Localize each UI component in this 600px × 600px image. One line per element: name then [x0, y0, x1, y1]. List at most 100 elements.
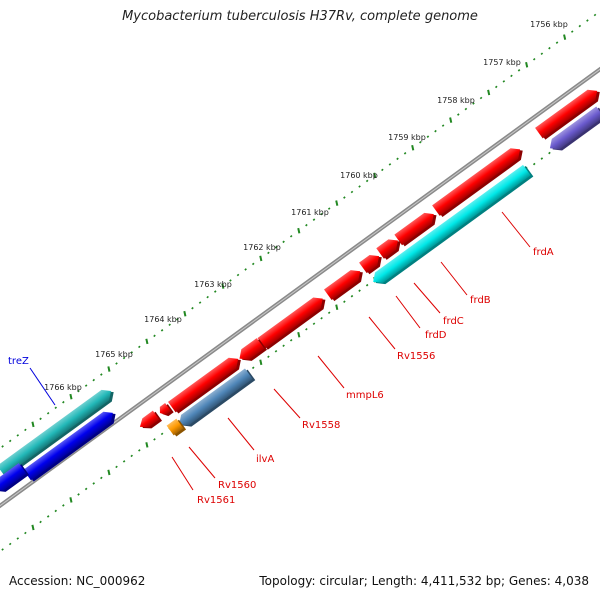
minor-tick	[388, 163, 392, 166]
gene-cds-lower-3-face	[0, 463, 27, 491]
major-tick	[221, 283, 225, 289]
minor-tick	[115, 465, 118, 469]
minor-tick	[175, 317, 179, 321]
genome-backbone-highlight	[0, 68, 600, 507]
minor-tick	[122, 356, 126, 360]
minor-tick	[160, 329, 164, 332]
minor-tick	[229, 279, 232, 282]
major-tick	[31, 524, 35, 531]
minor-tick	[198, 301, 202, 304]
gene-cds-orange	[166, 418, 187, 437]
major-tick	[525, 61, 529, 68]
minor-tick	[472, 102, 475, 105]
minor-tick	[494, 85, 498, 89]
minor-tick	[532, 162, 536, 166]
minor-tick	[441, 124, 445, 127]
minor-tick	[138, 449, 141, 452]
minor-tick	[510, 74, 513, 78]
minor-tick	[236, 273, 240, 277]
major-tick	[259, 255, 263, 262]
minor-tick	[426, 135, 430, 138]
gene-cds-frdD	[359, 254, 382, 275]
minor-tick	[403, 152, 407, 155]
major-tick	[297, 227, 301, 234]
minor-tick	[77, 493, 80, 496]
minor-tick	[54, 509, 58, 513]
label-leader-Rv1560	[188, 446, 216, 479]
major-tick	[145, 338, 149, 345]
gene-label-treZ: treZ	[8, 356, 29, 367]
gene-cds-Rv1560-face	[159, 403, 171, 415]
minor-tick	[343, 300, 346, 303]
minor-tick	[130, 351, 133, 354]
minor-tick	[312, 218, 316, 221]
major-tick	[335, 200, 339, 206]
major-tick	[487, 89, 491, 96]
minor-tick	[84, 487, 88, 491]
label-leader-ilvA	[227, 417, 255, 451]
minor-tick	[464, 107, 468, 111]
gene-cds-lower-2	[23, 411, 116, 482]
major-tick	[107, 366, 111, 372]
gene-cds-frdC	[376, 239, 401, 260]
minor-tick	[350, 294, 354, 298]
gene-cds-mmpL6-face	[257, 297, 323, 349]
minor-tick	[343, 196, 346, 199]
minor-tick	[16, 434, 20, 437]
minor-tick	[46, 411, 50, 415]
major-tick	[69, 497, 73, 503]
gene-cds-upper-2-face	[168, 357, 239, 413]
minor-tick	[24, 428, 27, 432]
minor-tick	[1, 445, 4, 448]
ruler-label: 1759 kbp	[388, 133, 426, 142]
major-tick	[411, 144, 415, 151]
minor-tick	[244, 268, 247, 271]
gene-cds-treZ-face	[0, 389, 112, 477]
gene-label-Rv1561: Rv1561	[197, 495, 235, 506]
minor-tick	[358, 289, 361, 292]
map-title: Mycobacterium tuberculosis H37Rv, comple…	[122, 9, 478, 24]
minor-tick	[138, 345, 141, 349]
minor-tick	[16, 537, 20, 540]
gene-cds-frdA-face	[432, 148, 521, 216]
minor-tick	[84, 384, 88, 387]
minor-tick	[289, 234, 293, 238]
minor-tick	[570, 30, 574, 33]
gene-cds-lower-1	[549, 106, 600, 151]
gene-cds-treZ	[0, 389, 114, 478]
minor-tick	[282, 240, 285, 244]
gene-cds-frdD-face	[359, 254, 380, 274]
minor-tick	[555, 41, 559, 44]
gene-cds-frdC-face	[376, 239, 398, 259]
gene-cds-Rv1561	[139, 410, 163, 429]
ruler-label: 1757 kbp	[483, 58, 521, 67]
gene-cds-Rv1556-face	[324, 270, 361, 301]
gene-cds-frdB	[394, 212, 437, 247]
label-leader-frdD	[395, 295, 421, 329]
gene-cds-upper-1-face	[535, 89, 598, 139]
minor-tick	[548, 151, 551, 155]
gene-label-Rv1560: Rv1560	[218, 480, 256, 491]
gene-cds-frdA-lower	[373, 164, 534, 285]
minor-tick	[305, 327, 308, 331]
minor-tick	[100, 476, 103, 480]
label-leader-treZ	[29, 367, 56, 406]
minor-tick	[251, 262, 255, 266]
minor-tick	[168, 323, 171, 327]
label-leader-Rv1558	[273, 388, 301, 419]
ruler-label: 1763 kbp	[194, 280, 232, 289]
label-leader-frdA	[501, 211, 531, 248]
major-tick	[183, 310, 187, 317]
gene-cds-lower-1-face	[549, 106, 600, 150]
label-leader-Rv1556	[368, 316, 396, 350]
minor-tick	[517, 69, 521, 72]
minor-tick	[358, 185, 361, 188]
major-tick	[449, 117, 453, 123]
ruler-label: 1761 kbp	[291, 208, 329, 217]
gene-label-frdB: frdB	[470, 295, 491, 306]
minor-tick	[350, 190, 354, 194]
minor-tick	[593, 13, 597, 17]
minor-tick	[320, 212, 323, 216]
